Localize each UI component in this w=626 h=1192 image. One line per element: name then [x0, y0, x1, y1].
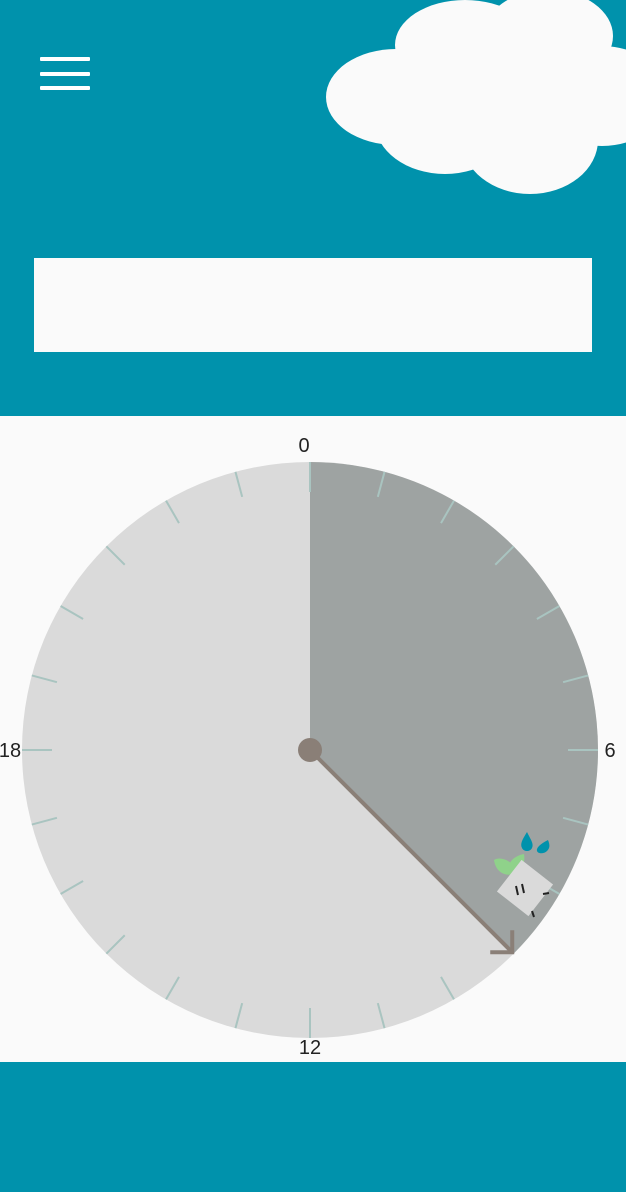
pot-eye	[521, 883, 525, 894]
hour-label: 12	[299, 1037, 321, 1059]
hour-tick	[165, 976, 180, 1000]
menu-line	[40, 57, 90, 61]
water-drop	[536, 840, 550, 854]
bottom-bar	[0, 1062, 626, 1192]
menu-line	[40, 72, 90, 76]
hand-shaft	[308, 748, 514, 954]
hour-tick	[562, 674, 589, 684]
hour-tick	[494, 545, 515, 566]
elapsed-sector	[310, 462, 598, 954]
pot-mark	[531, 910, 535, 918]
hour-tick	[31, 816, 58, 826]
bottom-bar-background	[0, 1062, 626, 1192]
plant-leaf	[508, 854, 525, 874]
hour-tick	[234, 1002, 244, 1029]
hour-tick	[440, 500, 455, 524]
hour-hand[interactable]	[298, 738, 515, 955]
app-header	[0, 0, 626, 416]
hour-labels: 0 6 12 18	[0, 435, 616, 1059]
hour-tick	[165, 500, 180, 524]
hour-tick	[376, 1002, 386, 1029]
bottom-bar-fill	[0, 1062, 626, 1192]
hour-tick	[105, 934, 126, 955]
hand-arrowhead	[490, 930, 515, 955]
hour-label: 0	[298, 435, 309, 457]
hand-pivot	[298, 738, 322, 762]
pot-mark	[542, 892, 550, 895]
hour-tick	[105, 545, 126, 566]
plant-pot	[496, 859, 554, 917]
hour-tick	[60, 880, 84, 895]
hour-label: 6	[604, 740, 615, 762]
water-drop	[521, 832, 533, 851]
hour-tick	[376, 471, 386, 498]
hour-tick	[31, 674, 58, 684]
search-input[interactable]	[34, 258, 592, 352]
hour-tick	[60, 605, 84, 620]
hour-tick	[562, 816, 589, 826]
hamburger-menu-button[interactable]	[28, 46, 102, 102]
cloud-icon	[326, 0, 626, 194]
pot-eye	[515, 885, 519, 896]
hour-tick	[536, 605, 560, 620]
hour-label: 18	[0, 740, 21, 762]
clock-section: 0 6 12 18	[0, 416, 626, 1062]
hour-tick	[440, 976, 455, 1000]
menu-line	[40, 86, 90, 90]
twenty-four-hour-dial[interactable]: 0 6 12 18	[0, 416, 626, 1062]
hour-tick	[234, 471, 244, 498]
watering-plant-icon	[494, 832, 554, 918]
